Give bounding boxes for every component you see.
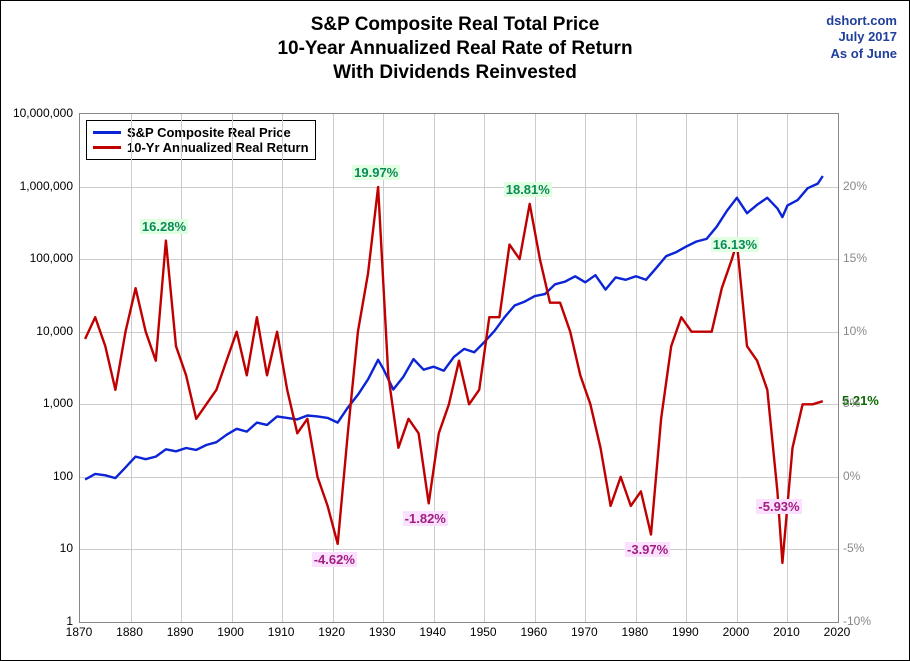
x-tick: 1990 bbox=[672, 625, 699, 639]
y-right-tick: 20% bbox=[843, 179, 867, 193]
title-line-2: 10-Year Annualized Real Rate of Return bbox=[1, 37, 909, 61]
y-left-tick: 1,000,000 bbox=[1, 179, 73, 193]
y-axis-right: -10%-5%0%5%10%15%20% bbox=[839, 113, 907, 623]
y-axis-left: 1101001,00010,000100,0001,000,00010,000,… bbox=[1, 113, 79, 623]
x-tick: 1890 bbox=[167, 625, 194, 639]
y-left-tick: 10 bbox=[1, 541, 73, 555]
y-left-tick: 100,000 bbox=[1, 251, 73, 265]
attribution: dshort.com July 2017 As of June bbox=[826, 13, 897, 62]
annotation-peak: 19.97% bbox=[352, 165, 400, 180]
x-tick: 1980 bbox=[622, 625, 649, 639]
x-tick: 1910 bbox=[268, 625, 295, 639]
y-left-tick: 1,000 bbox=[1, 396, 73, 410]
x-tick: 1920 bbox=[318, 625, 345, 639]
x-tick: 2010 bbox=[773, 625, 800, 639]
x-tick: 2000 bbox=[723, 625, 750, 639]
chart-container: S&P Composite Real Total Price 10-Year A… bbox=[0, 0, 910, 661]
annotation-trough: -3.97% bbox=[625, 542, 670, 557]
x-tick: 1940 bbox=[419, 625, 446, 639]
x-tick: 1960 bbox=[520, 625, 547, 639]
attribution-asof: As of June bbox=[826, 46, 897, 62]
attribution-site: dshort.com bbox=[826, 13, 897, 29]
x-tick: 1880 bbox=[116, 625, 143, 639]
attribution-date: July 2017 bbox=[826, 29, 897, 45]
x-tick: 1970 bbox=[571, 625, 598, 639]
y-left-tick: 1 bbox=[1, 614, 73, 628]
y-right-tick: 15% bbox=[843, 251, 867, 265]
y-right-tick: 5% bbox=[843, 396, 860, 410]
x-axis: 1870188018901900191019201930194019501960… bbox=[79, 623, 839, 653]
plot-area: S&P Composite Real Price10-Yr Annualized… bbox=[79, 113, 839, 623]
y-left-tick: 10,000 bbox=[1, 324, 73, 338]
annotation-trough: -1.82% bbox=[403, 511, 448, 526]
title-line-3: With Dividends Reinvested bbox=[1, 61, 909, 85]
title-line-1: S&P Composite Real Total Price bbox=[1, 13, 909, 37]
annotation-peak: 16.28% bbox=[140, 219, 188, 234]
annotation-peak: 16.13% bbox=[711, 237, 759, 252]
y-left-tick: 100 bbox=[1, 469, 73, 483]
chart-title: S&P Composite Real Total Price 10-Year A… bbox=[1, 13, 909, 84]
y-right-tick: 10% bbox=[843, 324, 867, 338]
x-tick: 1930 bbox=[369, 625, 396, 639]
annotation-peak: 18.81% bbox=[504, 182, 552, 197]
x-tick: 1900 bbox=[217, 625, 244, 639]
x-tick: 1950 bbox=[470, 625, 497, 639]
x-tick: 2020 bbox=[824, 625, 851, 639]
y-right-tick: -5% bbox=[843, 541, 864, 555]
y-left-tick: 10,000,000 bbox=[1, 106, 73, 120]
annotation-trough: -5.93% bbox=[756, 499, 801, 514]
x-tick: 1870 bbox=[66, 625, 93, 639]
y-right-tick: 0% bbox=[843, 469, 860, 483]
annotation-trough: -4.62% bbox=[312, 552, 357, 567]
